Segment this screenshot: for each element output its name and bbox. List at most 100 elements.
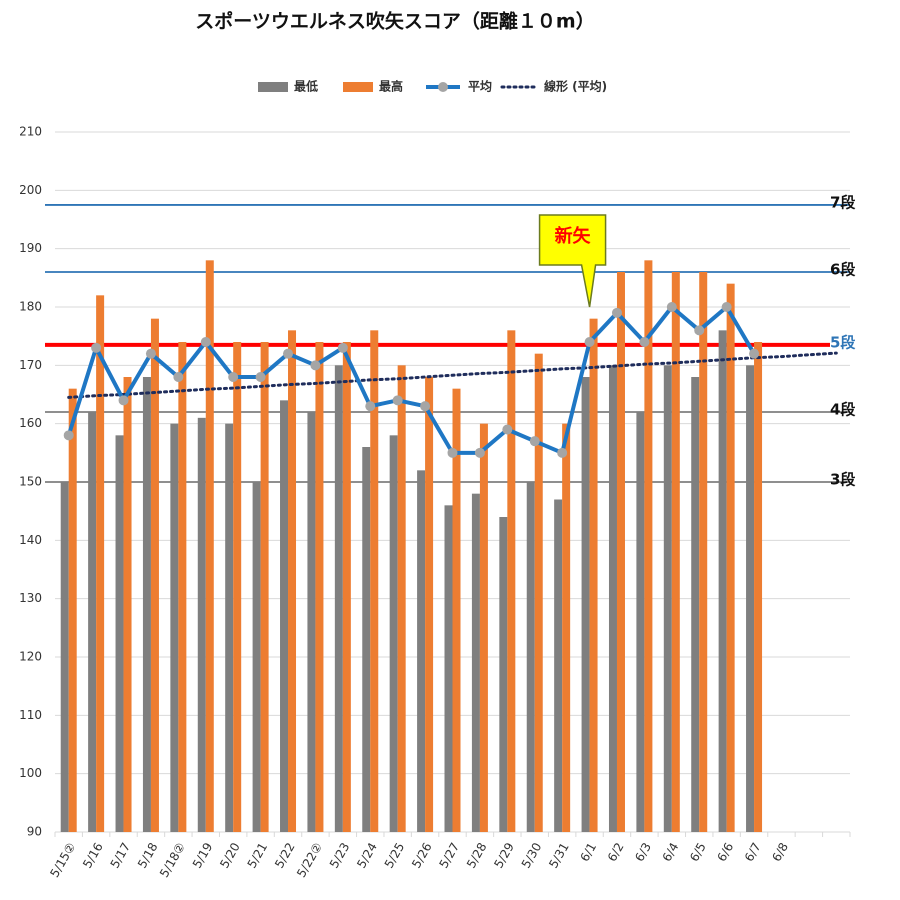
bar	[636, 412, 645, 832]
bar	[362, 447, 371, 832]
x-tick-label: 5/31	[546, 840, 572, 870]
bar	[507, 330, 516, 832]
bar	[225, 423, 234, 832]
bar	[178, 342, 187, 832]
x-tick-label: 6/2	[605, 840, 627, 864]
average-marker	[91, 342, 102, 353]
bar	[644, 260, 653, 832]
bar	[307, 412, 316, 832]
x-tick-label: 5/24	[354, 840, 380, 870]
legend-swatch	[258, 82, 288, 92]
bar	[754, 342, 763, 832]
bar	[68, 388, 77, 832]
bar	[554, 499, 563, 832]
bar	[499, 517, 508, 832]
bar	[389, 435, 398, 832]
x-tick-label: 5/19	[190, 840, 216, 870]
average-marker	[694, 325, 705, 336]
y-tick-label: 210	[19, 125, 42, 139]
bar	[718, 330, 727, 832]
average-marker	[118, 395, 129, 406]
x-tick-label: 6/3	[632, 840, 654, 864]
bar	[671, 272, 680, 832]
y-tick-label: 140	[19, 533, 42, 547]
bar	[252, 482, 261, 832]
bar	[691, 377, 700, 832]
x-tick-label: 5/26	[409, 840, 435, 870]
bar	[60, 482, 69, 832]
bar	[479, 423, 488, 832]
chart-title: スポーツウエルネス吹矢スコア（距離１０m）	[195, 10, 594, 33]
bar	[370, 330, 379, 832]
x-tick-label: 5/23	[327, 840, 353, 870]
average-marker	[365, 401, 376, 412]
bar	[562, 423, 571, 832]
x-tick-label: 5/27	[437, 840, 463, 870]
bar	[726, 283, 735, 833]
x-tick-label: 5/18②	[157, 840, 188, 880]
bar	[123, 377, 132, 832]
bar	[115, 435, 124, 832]
reference-label: 4段	[830, 401, 855, 419]
bar	[150, 318, 159, 833]
average-marker	[173, 372, 184, 382]
bar	[315, 342, 324, 832]
average-marker	[392, 395, 403, 406]
average-marker	[447, 447, 458, 458]
bar	[526, 482, 535, 832]
bar	[471, 493, 480, 832]
legend-label: 線形 (平均)	[544, 79, 607, 94]
annotation-callout	[538, 214, 607, 308]
average-marker	[639, 337, 650, 347]
annotation-text: 新矢	[555, 225, 592, 247]
bar	[88, 412, 97, 832]
reference-label: 6段	[830, 261, 855, 279]
bar	[608, 365, 617, 832]
legend-label: 最低	[294, 79, 318, 94]
reference-label: 5段	[830, 333, 855, 351]
bar	[233, 342, 242, 832]
average-marker	[611, 307, 622, 318]
bar	[96, 295, 105, 832]
x-tick-label: 6/5	[687, 840, 709, 864]
average-marker	[255, 372, 266, 382]
x-tick-label: 5/30	[519, 840, 545, 870]
bar	[534, 353, 543, 832]
x-tick-label: 5/15②	[47, 840, 78, 880]
x-tick-label: 5/29	[491, 840, 517, 870]
bar	[417, 470, 426, 832]
x-tick-label: 6/4	[660, 840, 682, 864]
x-tick-label: 6/6	[714, 840, 736, 864]
x-tick-label: 6/1	[577, 840, 599, 864]
bar	[746, 365, 755, 832]
x-tick-label: 5/21	[245, 840, 271, 870]
bar	[663, 365, 672, 832]
bar	[334, 365, 343, 832]
bar	[581, 377, 590, 832]
bar	[616, 272, 625, 832]
y-tick-label: 160	[19, 416, 42, 430]
y-tick-label: 120	[19, 650, 42, 664]
bar	[170, 423, 179, 832]
bar	[444, 505, 453, 832]
average-line	[66, 305, 756, 455]
y-tick-label: 180	[19, 300, 42, 314]
x-tick-label: 5/22	[272, 840, 298, 870]
reference-label: 3段	[830, 471, 855, 489]
bar	[280, 400, 289, 832]
legend-swatch	[438, 82, 448, 92]
y-tick-label: 170	[19, 358, 42, 372]
bar	[425, 377, 434, 832]
average-marker	[310, 360, 321, 371]
average-marker	[337, 342, 348, 353]
legend-label: 平均	[468, 79, 492, 94]
x-tick-label: 5/22②	[294, 840, 325, 880]
bar	[589, 318, 598, 833]
x-tick-label: 6/8	[769, 840, 791, 864]
average-marker	[666, 302, 677, 312]
x-tick-label: 5/28	[464, 840, 490, 870]
average-marker	[145, 348, 156, 359]
x-tick-label: 6/7	[742, 840, 764, 864]
average-marker	[420, 401, 431, 412]
